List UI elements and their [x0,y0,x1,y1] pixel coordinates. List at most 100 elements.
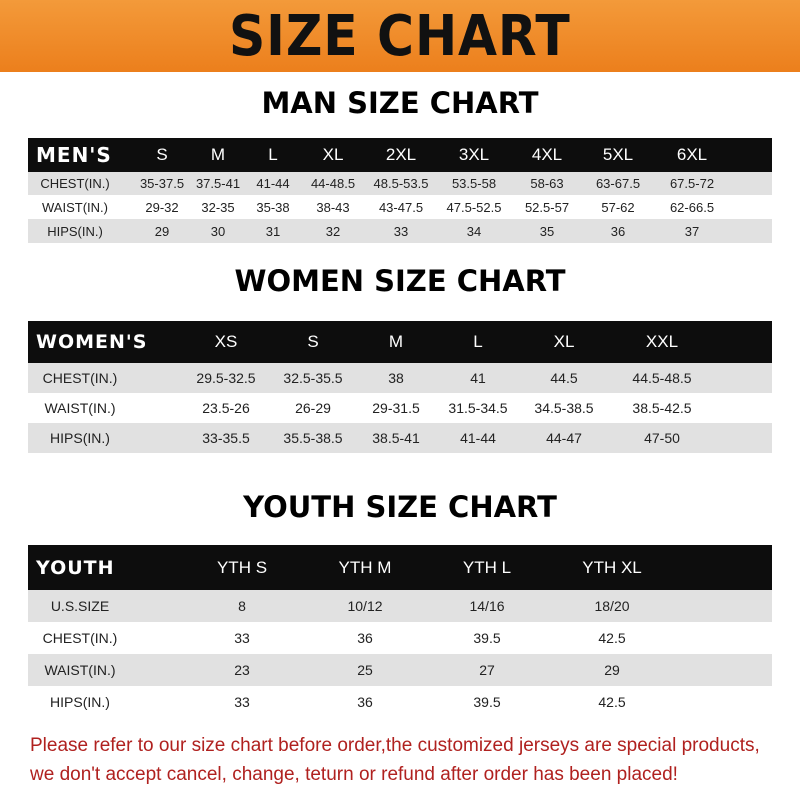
table-row: HIPS(IN.) 33-35.5 35.5-38.5 38.5-41 41-44 44-… [28,423,772,453]
measurement-label: HIPS(IN.) [50,430,110,446]
table-label: WOMEN'S [36,331,148,353]
header-row: WOMEN'S XS S M L XL XXL [28,321,772,363]
table-cell: 10/12 [347,598,383,614]
table-cell: 33-35.5 [202,430,250,446]
table-cell: 38 [388,370,404,386]
table-cell: 53.5-58 [451,176,497,191]
table-cell: 29-32 [145,199,179,215]
measurement-label: WAIST(IN.) [44,400,116,416]
table-cell: 39.5 [473,630,501,646]
table-row: U.S.SIZE 8 10/12 14/16 18/20 [28,590,772,622]
table-row: HIPS(IN.) 33 36 39.5 42.5 [28,686,772,718]
table-cell: 14/16 [469,598,505,614]
table-cell: 36 [610,223,626,239]
table-cell: 38.5-42.5 [632,400,692,416]
table-cell: 18/20 [594,598,630,614]
table-cell: 37 [684,223,700,239]
table-row: CHEST(IN.) 29.5-32.5 32.5-35.5 38 41 44.5 44.5… [28,363,772,393]
table-cell: 67.5-72 [669,176,715,191]
table-cell: 25 [357,662,373,678]
size-header: 4XL [531,145,563,164]
measurement-label: CHEST(IN.) [40,176,110,191]
table-cell: 27 [479,662,495,678]
table-cell: 32-35 [201,199,235,215]
table-row: HIPS(IN.) 29 30 31 32 33 34 35 36 37 [28,219,772,243]
size-header: L [473,332,483,351]
table-cell: 29 [604,662,620,678]
size-header: YTH M [338,557,392,577]
size-header: XS [214,332,238,351]
table-cell: 38.5-41 [372,430,420,446]
table-cell: 33 [234,630,250,646]
banner-title: SIZE CHART [229,3,571,69]
size-header: XXL [645,332,679,351]
size-header: YTH XL [582,557,642,577]
size-header: 3XL [458,145,490,164]
table-label: MEN'S [36,143,112,167]
table-cell: 32 [325,223,341,239]
table-cell: 42.5 [598,630,626,646]
table-label: YOUTH [36,556,115,579]
table-cell: 31 [265,223,281,239]
table-row: CHEST(IN.) 35-37.5 37.5-41 41-44 44-48.5 48.5… [28,172,772,195]
size-header: 5XL [602,145,634,164]
men-section-title: MAN SIZE CHART [261,86,539,120]
size-header: XL [322,145,344,164]
measurement-label: CHEST(IN.) [42,630,118,646]
table-cell: 35-37.5 [139,176,185,191]
youth-section-title: YOUTH SIZE CHART [243,490,557,524]
table-cell: 30 [210,223,226,239]
table-cell: 38-43 [316,199,350,215]
table-cell: 35-38 [256,199,290,215]
table-cell: 44.5 [550,370,578,386]
table-cell: 36 [357,694,373,710]
measurement-label: CHEST(IN.) [42,370,118,386]
measurement-label: WAIST(IN.) [42,199,108,215]
banner: SIZE CHART [0,0,800,72]
table-cell: 52.5-57 [524,199,570,215]
table-cell: 33 [234,694,250,710]
table-cell: 41-44 [460,430,496,446]
measurement-label: U.S.SIZE [50,598,110,614]
table-cell: 62-66.5 [669,199,715,215]
table-cell: 39.5 [473,694,501,710]
table-cell: 57-62 [601,199,635,215]
size-header: S [307,332,319,351]
size-header: L [268,145,278,164]
size-header: S [156,145,168,164]
table-cell: 29 [154,223,170,239]
table-cell: 58-63 [530,176,564,191]
header-row: MEN'S S M L XL 2XL 3XL 4XL 5XL 6XL [28,138,772,172]
table-cell: 63-67.5 [595,176,641,191]
table-cell: 42.5 [598,694,626,710]
size-header: M [210,145,226,164]
table-cell: 23 [234,662,250,678]
table-cell: 47.5-52.5 [446,199,502,215]
men-size-table: MEN'S S M L XL 2XL 3XL 4XL 5XL 6XL CHEST(IN.) 35-37… [28,138,772,243]
table-cell: 34.5-38.5 [534,400,594,416]
women-section-title: WOMEN SIZE CHART [234,264,566,298]
table-row: WAIST(IN.) 23.5-26 26-29 29-31.5 31.5-34.5 34… [28,393,772,423]
table-cell: 23.5-26 [202,400,250,416]
table-cell: 44-48.5 [310,176,356,191]
table-cell: 36 [357,630,373,646]
size-header: 2XL [385,145,417,164]
table-cell: 32.5-35.5 [283,370,343,386]
table-cell: 34 [466,223,482,239]
table-cell: 29.5-32.5 [196,370,256,386]
header-row: YOUTH YTH S YTH M YTH L YTH XL [28,545,772,590]
table-cell: 33 [393,223,409,239]
footer-note-line-2: we don't accept cancel, change, teturn o… [30,764,678,785]
size-header: M [388,332,404,351]
measurement-label: HIPS(IN.) [47,223,103,239]
table-cell: 26-29 [295,400,331,416]
size-header: 6XL [676,145,708,164]
youth-size-table: YOUTH YTH S YTH M YTH L YTH XL U.S.SIZE 8 10/12… [28,545,772,718]
table-cell: 41 [470,370,486,386]
size-header: YTH L [462,557,512,577]
table-cell: 8 [238,598,246,614]
table-row: WAIST(IN.) 23 25 27 29 [28,654,772,686]
women-size-table: WOMEN'S XS S M L XL XXL CHEST(IN.) 29.5-32.5 32.5… [28,321,772,453]
table-cell: 35.5-38.5 [283,430,343,446]
table-cell: 43-47.5 [378,199,424,215]
